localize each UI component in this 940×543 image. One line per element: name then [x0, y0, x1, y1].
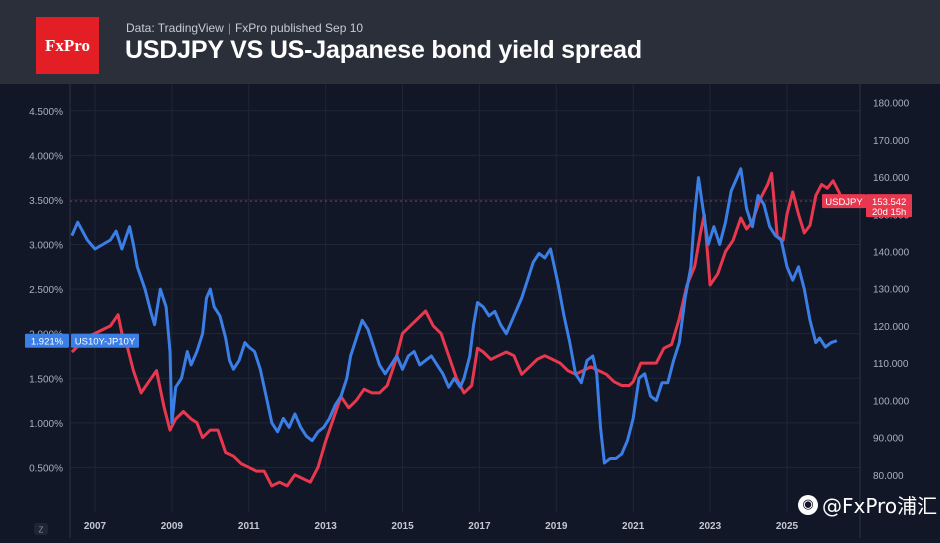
left-tick-label: 2.500%: [29, 285, 63, 296]
x-tick-label: 2023: [699, 521, 722, 532]
spread-name-label: US10Y-JP10Y: [75, 337, 136, 348]
right-tick-label: 160.000: [873, 173, 910, 184]
x-tick-label: 2009: [161, 521, 184, 532]
x-tick-label: 2017: [468, 521, 491, 532]
x-axis-ticks: 2007 2009 2011 2013 2015 2017 2019 2021 2023 2025…: [34, 521, 799, 535]
page-title: USDJPY VS US-Japanese bond yield spread: [125, 36, 642, 64]
usdjpy-value-tag: [866, 194, 912, 218]
left-tick-label: 3.500%: [29, 196, 63, 207]
left-tick-label: 1.500%: [29, 374, 63, 385]
axis-settings-button[interactable]: [34, 523, 48, 535]
usdjpy-value-label: 153.542: [872, 197, 906, 208]
right-axis-ticks: 180.000170.000160.000150.000140.000130.0…: [873, 99, 910, 482]
usdjpy-name-tag: [822, 194, 866, 209]
spread-name-tag: [71, 333, 139, 348]
x-tick-label: 2021: [622, 521, 645, 532]
right-tick-label: 100.000: [873, 396, 910, 407]
x-tick-label: 2025: [776, 521, 799, 532]
spread-value-label: 1.921%: [31, 337, 64, 348]
header: FxPro Data: TradingView | FxPro published …: [0, 0, 940, 84]
left-tick-label: 3.000%: [29, 241, 63, 252]
usdjpy-name-label: USDJPY: [825, 197, 863, 208]
published-date: FxPro published Sep 10: [234, 21, 364, 35]
x-tick-label: 2011: [238, 521, 260, 532]
right-tick-label: 170.000: [873, 136, 910, 147]
left-tick-label: 1.000%: [29, 419, 63, 430]
chart-svg: 4.500%4.000%3.500%3.000%2.500%2.000%1.50…: [25, 84, 912, 540]
right-tick-label: 80.000: [873, 471, 904, 482]
left-tick-label: 0.500%: [29, 463, 63, 474]
usdjpy-countdown-label: 20d 15h: [872, 207, 906, 218]
right-tick-label: 110.000: [873, 359, 909, 370]
axis-marker-label: Z: [39, 526, 44, 535]
publish-meta: Data: TradingView | FxPro published Sep 10: [126, 21, 363, 35]
x-tick-label: 2015: [391, 521, 414, 532]
meta-separator: |: [227, 21, 231, 35]
watermark: ◉ @FxPro浦汇: [798, 490, 937, 519]
fxpro-logo[interactable]: FxPro: [36, 17, 99, 74]
right-tick-label: 140.000: [873, 247, 910, 258]
spread-value-tag: [25, 333, 69, 348]
watermark-text: @FxPro浦汇: [822, 494, 938, 518]
chart-area: 4.500%4.000%3.500%3.000%2.500%2.000%1.50…: [0, 84, 940, 540]
right-tick-label: 90.000: [873, 434, 904, 445]
left-axis-ticks: 4.500%4.000%3.500%3.000%2.500%2.000%1.50…: [29, 107, 63, 475]
left-tick-label: 4.000%: [29, 151, 63, 162]
grid-lines: [69, 84, 861, 540]
right-tick-label: 120.000: [873, 322, 910, 333]
x-tick-label: 2019: [545, 521, 568, 532]
right-tick-label: 130.000: [873, 285, 910, 296]
data-source: Data: TradingView: [126, 21, 224, 35]
series-line-spread: [70, 167, 838, 465]
left-tick-label: 4.500%: [29, 107, 63, 118]
weibo-icon: ◉: [798, 494, 818, 515]
x-tick-label: 2013: [315, 521, 338, 532]
x-tick-label: 2007: [84, 521, 107, 532]
series-line-usdjpy: [70, 171, 845, 488]
right-tick-label: 180.000: [873, 99, 910, 110]
